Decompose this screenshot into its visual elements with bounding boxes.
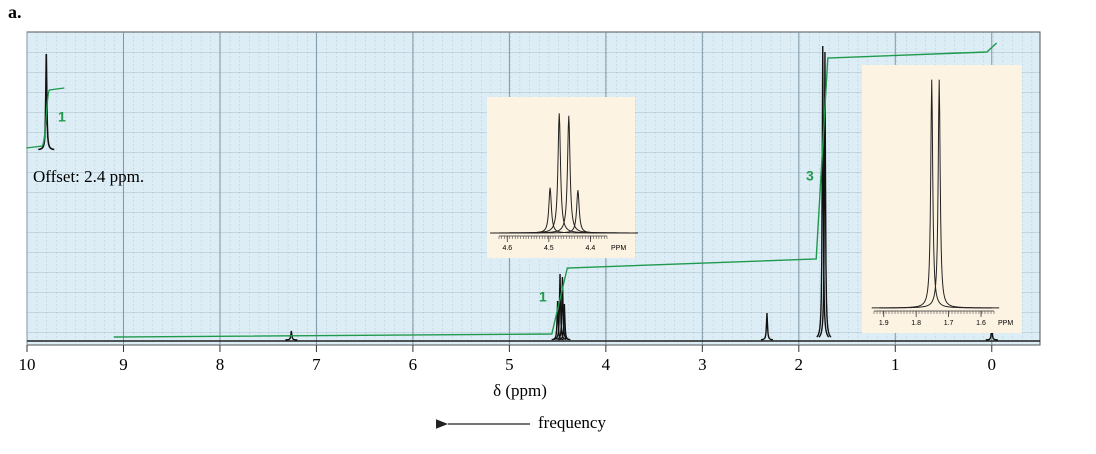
inset-background — [862, 65, 1022, 333]
inset-tick-label: 4.5 — [544, 245, 554, 252]
inset-tick-label: 1.7 — [944, 320, 954, 327]
x-tick-label: 6 — [409, 355, 418, 374]
x-tick-label: 10 — [19, 355, 36, 374]
x-tick-label: 3 — [698, 355, 707, 374]
x-tick-label: 1 — [891, 355, 900, 374]
inset-tick-label: 1.9 — [879, 320, 889, 327]
inset-tick-label: 4.6 — [502, 245, 512, 252]
inset-tick-label: 4.4 — [586, 245, 596, 252]
panel-label: a. — [8, 2, 22, 22]
x-tick-label: 9 — [119, 355, 128, 374]
inset-unit: PPM — [611, 245, 626, 252]
peak — [285, 330, 298, 341]
x-tick-label: 0 — [988, 355, 997, 374]
direction-label: frequency — [538, 413, 606, 432]
x-tick-label: 5 — [505, 355, 514, 374]
x-tick-label: 4 — [602, 355, 611, 374]
offset-integral — [26, 87, 65, 149]
x-axis-label: δ (ppm) — [493, 381, 547, 400]
inset-peak — [879, 79, 1000, 309]
offset-peak — [38, 53, 55, 151]
x-tick-label: 2 — [795, 355, 804, 374]
peak — [816, 45, 830, 338]
inset: 1.9 1.8 1.7 1.6 PPM — [862, 65, 1022, 333]
inset-tick-label: 1.8 — [911, 320, 921, 327]
inset: 4.6 4.5 4.4 PPM — [487, 97, 638, 258]
offset-annotation: Offset: 2.4 ppm. — [33, 167, 144, 186]
peak — [553, 273, 567, 341]
peak — [818, 51, 832, 338]
inset-tick-label: 1.6 — [976, 320, 986, 327]
peak — [760, 312, 774, 341]
integral-label: 3 — [806, 168, 814, 184]
x-tick-label: 7 — [312, 355, 321, 374]
inset-unit: PPM — [998, 320, 1013, 327]
inset-peak — [517, 190, 638, 234]
integral-label: 1 — [58, 109, 66, 125]
integral-label: 1 — [539, 289, 547, 305]
peak — [558, 303, 571, 341]
integral-trace — [113, 42, 998, 338]
x-tick-label: 8 — [216, 355, 225, 374]
